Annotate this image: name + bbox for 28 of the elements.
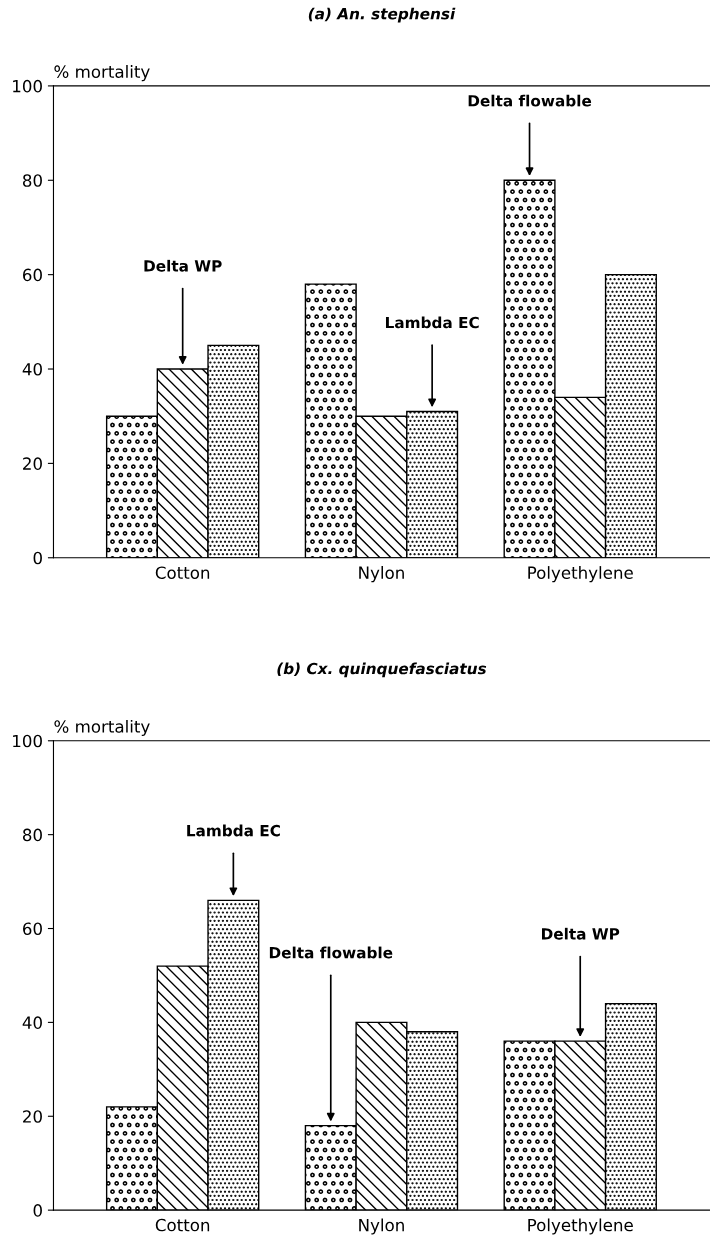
y-tick-label: 100 [13, 79, 42, 93]
chart-title: (b) Cx. quinquefasciatus [277, 662, 487, 678]
x-tick-label: Cotton [155, 1218, 210, 1232]
x-tick-label: Polyethylene [528, 566, 633, 583]
annotation: Delta WP [144, 259, 222, 272]
x-tick-label: Polyethylene [528, 1218, 633, 1235]
y-axis-title: % mortality [54, 719, 150, 737]
x-tick-label: Cotton [155, 566, 210, 579]
chart-title: (a) An. stephensi [308, 7, 456, 23]
annotation: Delta WP [542, 927, 620, 940]
y-tick-label: 60 [23, 922, 42, 936]
y-tick-label: 60 [23, 268, 42, 282]
annotation: Delta flowable [468, 94, 592, 107]
annotation: Delta flowable [269, 946, 393, 959]
x-tick-label: Nylon [359, 566, 404, 583]
y-tick-label: 20 [23, 1110, 42, 1123]
y-axis-title: % mortality [54, 65, 150, 82]
annotation: Lambda EC [187, 824, 280, 837]
y-tick-label: 100 [13, 734, 42, 748]
y-tick-label: 0 [33, 1204, 42, 1217]
y-tick-label: 40 [22, 362, 42, 376]
y-tick-label: 40 [22, 1016, 42, 1029]
annotation: Lambda EC [385, 316, 479, 329]
y-tick-label: 80 [22, 828, 42, 842]
x-tick-label: Nylon [359, 1218, 404, 1235]
y-tick-label: 20 [23, 457, 42, 470]
y-tick-label: 0 [33, 551, 42, 565]
y-tick-label: 80 [22, 174, 42, 187]
